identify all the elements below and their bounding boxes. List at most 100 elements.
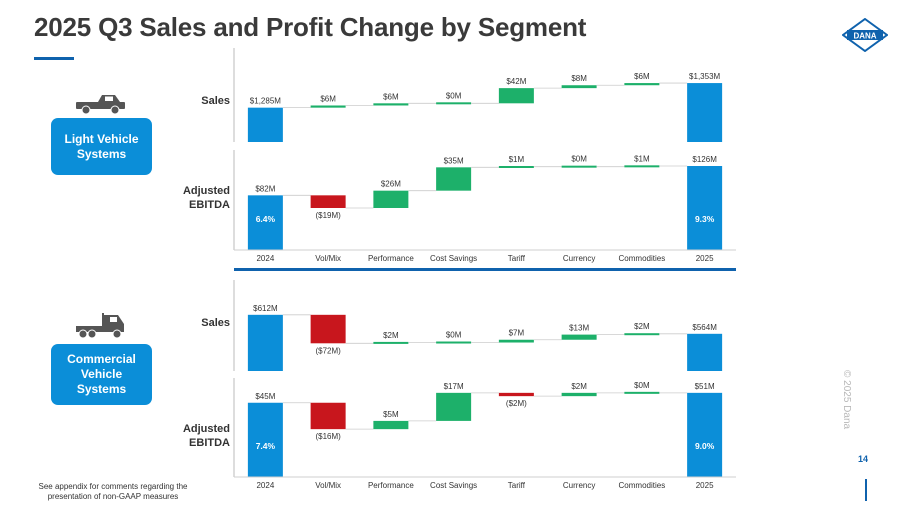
total-bar [247, 195, 283, 250]
category-tick-label: Tariff [508, 481, 526, 490]
semi-truck-icon [76, 313, 124, 339]
category-tick-label: 2025 [696, 254, 714, 263]
total-bar [687, 83, 723, 142]
increase-bar [498, 166, 534, 168]
category-tick-label: 2024 [256, 254, 274, 263]
increase-bar [310, 105, 346, 108]
data-label: $1,285M [250, 97, 281, 106]
category-tick-label: Cost Savings [430, 254, 477, 263]
increase-bar [498, 88, 534, 104]
decrease-bar [498, 392, 534, 397]
data-label: $612M [253, 304, 278, 313]
category-tick-label: Vol/Mix [315, 254, 341, 263]
data-label: $0M [634, 381, 650, 390]
category-tick-label: Tariff [508, 254, 526, 263]
data-label: $126M [692, 155, 717, 164]
increase-bar [498, 339, 534, 343]
increase-bar [624, 333, 660, 336]
data-label: ($2M) [506, 399, 527, 408]
margin-label: 9.0% [695, 441, 715, 451]
title-underline [34, 57, 74, 60]
copyright: © 2025 Dana [841, 370, 852, 430]
increase-bar [373, 103, 409, 106]
data-label: $2M [634, 322, 650, 331]
increase-bar [624, 165, 660, 168]
data-label: $1,353M [689, 72, 720, 81]
increase-bar [561, 85, 597, 89]
data-label: $1M [634, 154, 650, 163]
increase-bar [436, 341, 472, 344]
increase-bar [373, 190, 409, 208]
data-label: $8M [571, 74, 587, 83]
data-label: $564M [692, 323, 717, 332]
row-label-sales-lvs: Sales [201, 95, 230, 107]
margin-label: 9.3% [695, 214, 715, 224]
category-tick-label: Commodities [619, 254, 666, 263]
data-label: $51M [695, 382, 715, 391]
total-bar [247, 402, 283, 477]
footnote: See appendix for comments regarding the … [38, 482, 188, 501]
category-tick-label: Performance [368, 481, 414, 490]
category-tick-label: 2024 [256, 481, 274, 490]
increase-bar [373, 420, 409, 430]
data-label: $42M [506, 77, 526, 86]
margin-label: 6.4% [256, 214, 276, 224]
total-bar [247, 107, 283, 142]
category-tick-label: Currency [563, 254, 595, 263]
increase-bar [436, 392, 472, 421]
row-label-ebitda-cvs: Adjusted EBITDA [182, 423, 230, 449]
dana-logo: DANA [842, 18, 888, 52]
data-label: $45M [255, 392, 275, 401]
pickup-truck-icon [76, 95, 125, 115]
decrease-bar [310, 195, 346, 208]
segment-divider [234, 268, 736, 271]
category-tick-label: Currency [563, 481, 595, 490]
data-label: $6M [634, 72, 650, 81]
data-label: $0M [446, 331, 462, 340]
category-tick-label: Cost Savings [430, 481, 477, 490]
segment-card-light-vehicle: Light Vehicle Systems [51, 118, 152, 175]
data-label: $2M [383, 331, 399, 340]
category-tick-label: Performance [368, 254, 414, 263]
increase-bar [624, 83, 660, 86]
increase-bar [436, 167, 472, 191]
category-tick-label: Commodities [619, 481, 666, 490]
decrease-bar [310, 402, 346, 430]
increase-bar [436, 102, 472, 105]
margin-label: 7.4% [256, 441, 276, 451]
row-label-ebitda-lvs: Adjusted EBITDA [182, 185, 230, 211]
page-number: 14 [858, 454, 869, 464]
increase-bar [373, 341, 409, 344]
increase-bar [561, 334, 597, 340]
decrease-bar [310, 314, 346, 344]
data-label: $7M [509, 329, 525, 338]
data-label: $13M [569, 324, 589, 333]
total-bar [687, 333, 723, 371]
total-bar [687, 166, 723, 250]
increase-bar [561, 392, 597, 397]
data-label: $35M [444, 156, 464, 165]
data-label: $17M [444, 382, 464, 391]
data-label: $5M [383, 410, 399, 419]
row-label-sales-cvs: Sales [201, 317, 230, 329]
logo-text: DANA [853, 32, 876, 41]
data-label: ($16M) [315, 432, 341, 441]
category-tick-label: 2025 [696, 481, 714, 490]
data-label: $2M [571, 382, 587, 391]
data-label: $6M [320, 94, 336, 103]
total-bar [247, 314, 283, 371]
data-label: $6M [383, 92, 399, 101]
page-number-bar [865, 479, 867, 501]
increase-bar [624, 391, 660, 394]
category-tick-label: Vol/Mix [315, 481, 341, 490]
data-label: $26M [381, 180, 401, 189]
data-label: $1M [509, 155, 525, 164]
page-title: 2025 Q3 Sales and Profit Change by Segme… [34, 12, 587, 42]
data-label: ($19M) [315, 211, 341, 220]
data-label: $0M [571, 155, 587, 164]
total-bar [687, 392, 723, 477]
increase-bar [561, 165, 597, 168]
data-label: $82M [255, 184, 275, 193]
data-label: $0M [446, 91, 462, 100]
